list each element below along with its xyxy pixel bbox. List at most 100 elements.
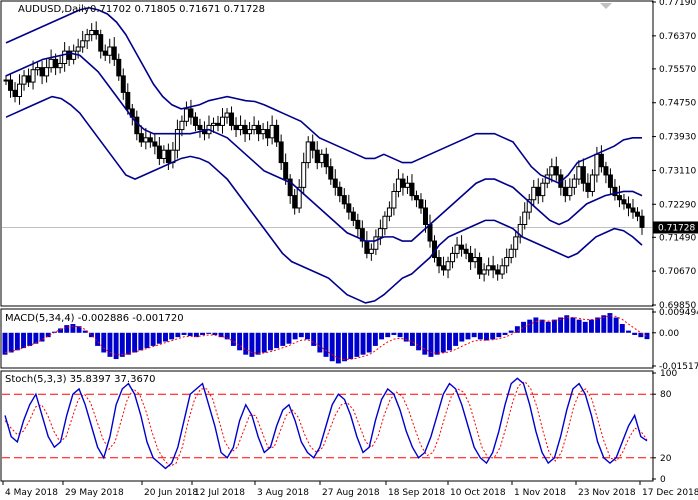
candle-body [549, 166, 555, 176]
candle-body [147, 137, 153, 143]
macd-bar [169, 332, 175, 340]
macd-bar [471, 332, 477, 338]
candle-body [540, 182, 546, 197]
candle-body [585, 182, 591, 192]
candle-body [179, 120, 185, 131]
macd-bar [243, 332, 249, 355]
time-axis-label: 18 Sep 2018 [388, 488, 445, 498]
macd-bar [440, 332, 446, 353]
macd-bar [342, 332, 347, 362]
candle-body [125, 91, 131, 110]
candle-body [567, 186, 573, 197]
macd-bar [8, 332, 14, 353]
candle-body [576, 166, 582, 180]
macd-bar [311, 332, 317, 346]
macd-bar [601, 315, 607, 333]
candle-body [134, 116, 140, 135]
macd-bar [95, 332, 101, 346]
candle-body [161, 149, 167, 159]
candle-body [486, 265, 492, 271]
candle-body [571, 178, 577, 188]
time-axis-label: 23 Nov 2018 [578, 488, 636, 498]
macd-bar [570, 317, 576, 333]
macd-bar [224, 332, 230, 340]
macd-bar [230, 332, 236, 346]
candle-body [66, 50, 72, 60]
candle-body [513, 236, 519, 250]
candle-body [274, 124, 280, 143]
candle-body [224, 112, 230, 118]
macd-bar [521, 321, 526, 333]
candle-body [210, 122, 216, 126]
macd-bar [21, 332, 26, 349]
candle-body [481, 269, 487, 275]
candle-body [612, 186, 618, 197]
macd-bar [422, 332, 428, 355]
candle-body [3, 79, 9, 82]
candle-body [238, 124, 244, 131]
macd-bar [280, 332, 286, 346]
macd-bar [533, 317, 539, 333]
candle-body [310, 141, 316, 151]
candle-body [328, 166, 334, 180]
macd-bar [237, 332, 243, 351]
macd-bar [385, 332, 391, 338]
candle-body [553, 166, 559, 176]
candle-body [305, 141, 311, 164]
price-axis-label: 0.70670 [659, 267, 696, 277]
candle-body [616, 195, 622, 201]
price-axis-label: 0.74750 [659, 99, 696, 109]
candle-body [395, 178, 401, 192]
candle-body [413, 195, 419, 201]
candle-body [386, 207, 392, 217]
macd-bar [558, 317, 564, 333]
candle-body [630, 207, 636, 213]
macd-bar [249, 332, 255, 357]
candle-body [391, 190, 397, 209]
macd-bar [613, 317, 619, 333]
candle-body [341, 195, 347, 205]
stoch-pane[interactable] [0, 370, 654, 482]
time-axis-label: 3 Aug 2018 [257, 488, 309, 498]
macd-bar [626, 330, 631, 333]
price-axis-label: 0.77190 [659, 0, 696, 8]
macd-bar [416, 332, 422, 351]
bollinger-middle-line [5, 52, 643, 242]
current-price-label: 0.71728 [658, 223, 695, 233]
candle-body [17, 83, 23, 98]
macd-bar [323, 332, 329, 357]
candle-body [508, 248, 514, 259]
macd-bar [465, 332, 471, 340]
macd-bar [588, 319, 594, 333]
macd-bar [14, 332, 20, 351]
candle-body [314, 149, 320, 164]
macd-bar [218, 332, 224, 338]
time-axis-label: 1 Nov 2018 [514, 488, 566, 498]
macd-bar [181, 332, 187, 335]
candle-body [278, 141, 284, 164]
macd-bar [447, 332, 452, 351]
candle-body [454, 244, 460, 254]
macd-bar [453, 332, 459, 346]
bollinger-lower-line [5, 95, 643, 304]
macd-bar [545, 321, 551, 333]
macd-bar [644, 332, 650, 340]
macd-bar [638, 332, 644, 338]
candle-body [62, 50, 68, 65]
macd-bar [150, 332, 156, 346]
macd-bar [267, 332, 273, 351]
macd-bar [360, 332, 366, 355]
price-axis-label: 0.72290 [659, 200, 696, 210]
candle-body [495, 269, 501, 275]
macd-bar [409, 332, 415, 346]
candle-body [441, 265, 447, 271]
macd-bar [126, 332, 131, 355]
candle-body [242, 124, 248, 135]
candle-body [450, 252, 456, 263]
candle-body [35, 67, 41, 71]
macd-bar [428, 332, 434, 357]
candle-body [152, 141, 158, 147]
price-axis-label: 0.76370 [659, 32, 696, 42]
candle-body [472, 257, 478, 263]
